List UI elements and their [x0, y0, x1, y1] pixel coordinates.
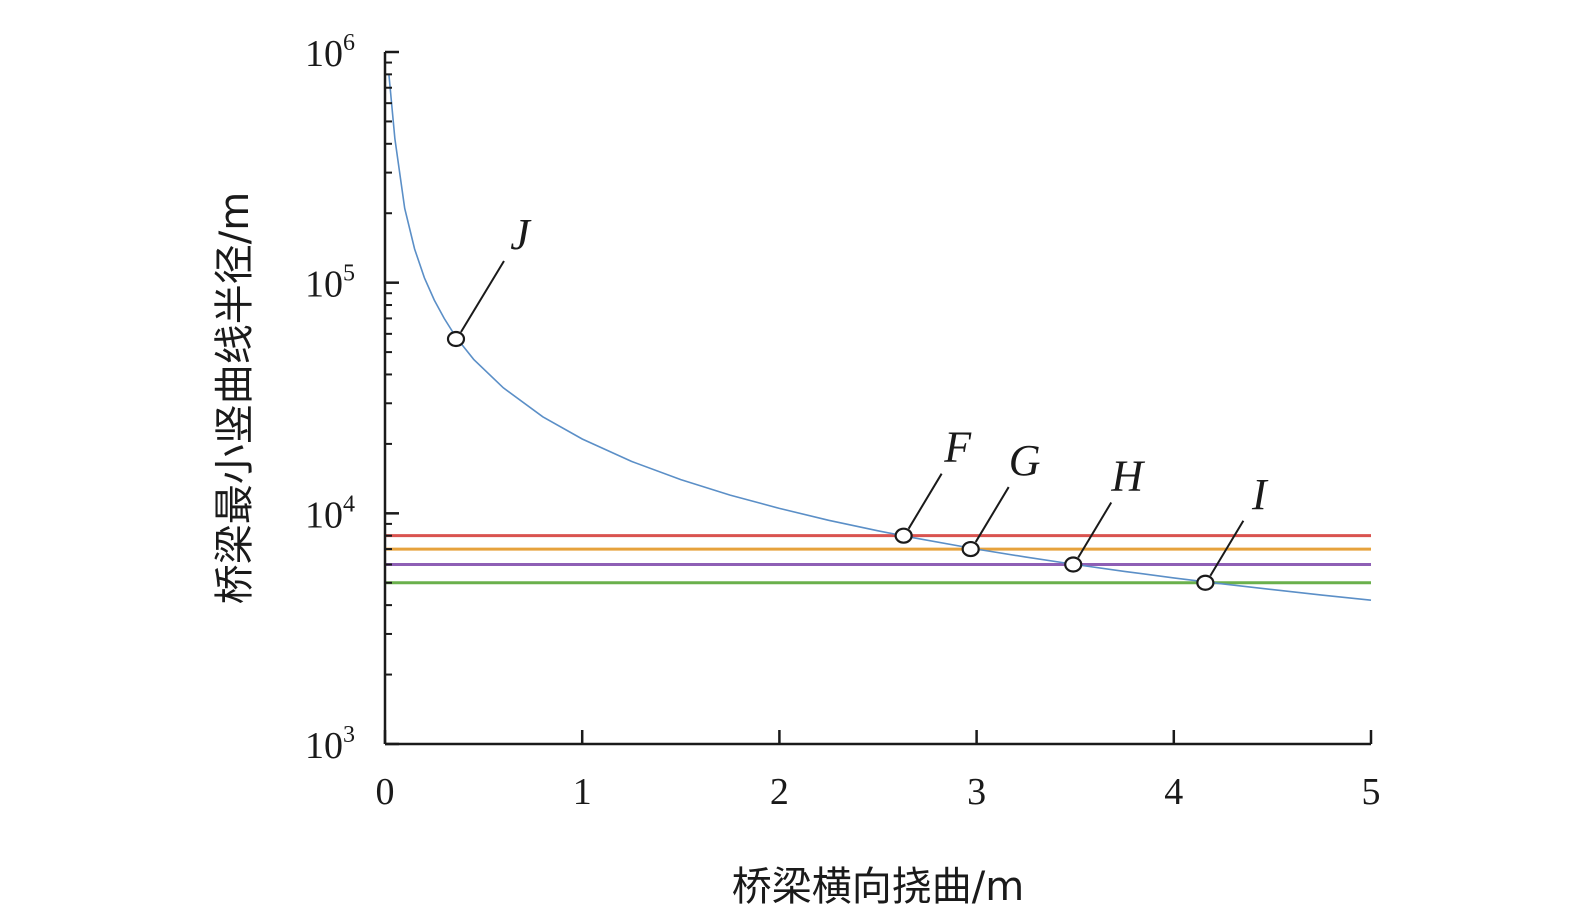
series-curve: [388, 74, 1372, 601]
x-tick-label: 5: [1362, 771, 1381, 813]
marker-leader-line: [460, 260, 505, 333]
y-tick-label: 106: [305, 30, 355, 75]
x-tick-label: 2: [770, 771, 789, 813]
x-ticks: 0 1 2 3 4 5: [376, 730, 1381, 813]
marker-label-F: F: [943, 423, 972, 472]
y-tick-label: 103: [305, 722, 355, 767]
marker-leader-line: [1077, 501, 1113, 559]
x-tick-label: 3: [967, 771, 986, 813]
y-ticks: 103 104 105 106: [305, 30, 399, 767]
axes: [383, 52, 1371, 746]
marker-label-J: J: [510, 210, 532, 259]
marker-label-I: I: [1251, 470, 1269, 519]
marker-point-G: [961, 540, 980, 558]
marker-point-F: [894, 527, 913, 544]
x-tick-label: 0: [376, 771, 395, 813]
horizontal-threshold-lines: [385, 534, 1371, 585]
marker-leader-line: [974, 486, 1010, 543]
marker-label-G: G: [1009, 436, 1041, 485]
markers: J F G H I: [446, 210, 1269, 591]
marker-point-H: [1064, 556, 1083, 573]
x-tick-label: 1: [573, 771, 592, 813]
x-axis-title: 桥梁横向挠曲/m: [732, 864, 1024, 910]
y-axis-title: 桥梁最小竖曲线半径/m: [212, 192, 258, 604]
y-tick-label: 104: [305, 491, 355, 536]
marker-point-J: [446, 330, 466, 348]
marker-leader-line: [907, 473, 943, 530]
marker-leader-line: [1209, 520, 1245, 577]
x-tick-label: 4: [1164, 771, 1183, 813]
marker-point-I: [1196, 574, 1215, 591]
marker-label-H: H: [1110, 452, 1145, 501]
y-tick-label: 105: [305, 261, 355, 306]
